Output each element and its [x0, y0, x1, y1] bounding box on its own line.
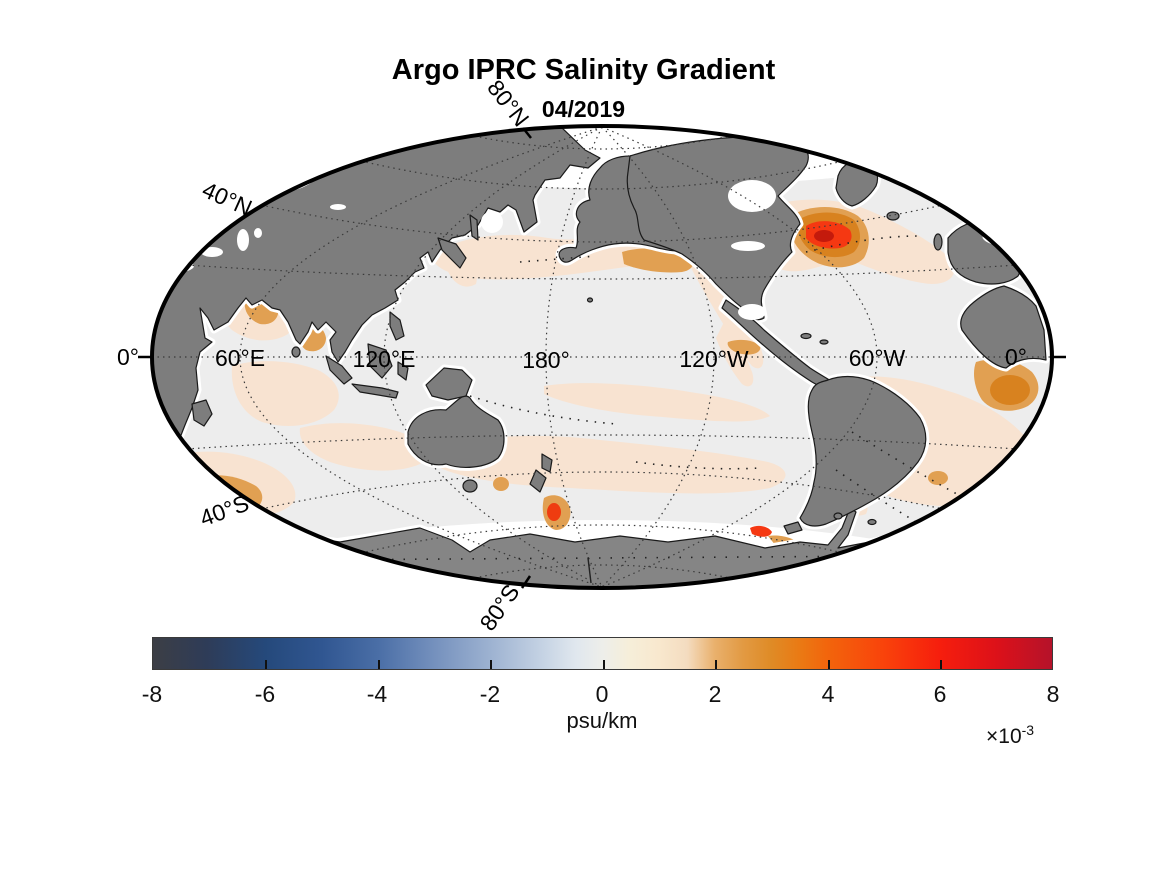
island-new-zealand-south	[529, 469, 547, 493]
island-philippines	[389, 311, 405, 341]
colorbar-tick-label: 4	[821, 681, 835, 707]
hudson-bay	[728, 180, 776, 212]
island-iceland	[886, 211, 900, 221]
island-sumatra	[325, 355, 353, 385]
colorbar-unit-label: psu/km	[566, 708, 638, 733]
lat-label-80s: 80°S	[474, 579, 524, 635]
island-java	[351, 383, 399, 399]
island-madagascar	[191, 399, 213, 427]
colorbar-tick-label: -6	[254, 681, 276, 707]
colorbar-tick	[940, 660, 942, 669]
island-caribbean	[800, 332, 812, 340]
colorbar-tick-labels: -8 -6 -4 -2 0 2 4 6 8	[0, 681, 1167, 707]
meridian-120w	[601, 126, 715, 588]
island-falkland	[833, 512, 843, 520]
lon-label-120w: 120°W	[679, 346, 749, 372]
lon-label-180: 180°	[522, 347, 570, 373]
colorbar-tick	[378, 660, 380, 669]
figure-subtitle: 04/2019	[541, 96, 626, 122]
tick-top	[522, 127, 532, 139]
colorbar-tick	[490, 660, 492, 669]
parallel-40s	[260, 471, 944, 510]
island-tasmania	[462, 479, 478, 493]
lat-label-40s: 40°S	[196, 490, 252, 532]
landmass-south-america	[799, 375, 927, 527]
colorbar-tick-label: 6	[933, 681, 947, 707]
island-sulawesi	[397, 361, 409, 381]
lat-label-0-right: 0°	[1005, 344, 1027, 370]
strong-positive-cores	[212, 212, 1030, 537]
island-hawaii	[586, 297, 594, 303]
lon-label-120e: 120°E	[353, 346, 416, 372]
lat-label-80n: 80°N	[482, 75, 534, 132]
landmass-new-guinea	[425, 367, 473, 401]
colorbar-tick-label: -2	[479, 681, 501, 707]
lon-label-60e: 60°E	[215, 345, 265, 371]
island-sakhalin	[469, 214, 479, 241]
landmass-west-africa	[960, 285, 1047, 369]
colorbar-tick-label: 0	[595, 681, 609, 707]
caspian-sea	[237, 229, 249, 251]
multiplier-base: ×10	[986, 725, 1022, 748]
float-speckles	[299, 235, 997, 584]
colorbar-tick	[828, 660, 830, 669]
lon-label-60w: 60°W	[849, 345, 906, 371]
graticule	[152, 126, 1052, 588]
lat-label-0-left: 0°	[117, 344, 139, 370]
island-tierra-del-fuego	[783, 521, 803, 535]
graticule-labels: 60°E 120°E 180° 120°W 60°W 0° 0° 80°N 40…	[117, 75, 1027, 636]
colorbar-multiplier: ×10-3	[986, 722, 1034, 749]
figure-title: Argo IPRC Salinity Gradient	[391, 54, 776, 86]
inland-seas	[152, 173, 1002, 320]
colorbar-tick	[603, 660, 605, 669]
tick-bottom	[520, 575, 532, 589]
island-sri-lanka	[291, 346, 301, 358]
edge-ticks	[138, 127, 1066, 589]
lat-label-40n: 40°N	[198, 176, 256, 221]
island-uk	[933, 233, 943, 251]
meridian-60w	[601, 126, 878, 588]
great-lakes	[731, 241, 765, 251]
island-south-georgia	[867, 518, 877, 526]
lake-baikal	[330, 204, 346, 210]
parallel-60n	[360, 160, 844, 190]
parallel-80s	[468, 564, 736, 580]
parallel-40n	[260, 204, 944, 243]
parallel-60s	[360, 524, 844, 554]
island-new-zealand-north	[541, 453, 553, 473]
island-caribbean2	[819, 339, 829, 345]
island-japan	[437, 237, 467, 269]
colorbar-tick	[265, 660, 267, 669]
landmass-australia	[407, 395, 505, 468]
colorbar-tick	[715, 660, 717, 669]
colorbar-tick-label: -8	[141, 681, 163, 707]
island-svalbard	[973, 190, 983, 198]
colorbar-tick-label: 8	[1046, 681, 1060, 707]
island-borneo	[367, 343, 393, 379]
colorbar-tick-label: -4	[366, 681, 388, 707]
colorbar-tick-label: 2	[708, 681, 722, 707]
sea-of-okhotsk	[481, 211, 503, 233]
gulf-of-mexico	[738, 304, 766, 320]
multiplier-exponent: -3	[1021, 722, 1035, 738]
parallel-80n	[468, 134, 736, 150]
aral-sea	[254, 228, 262, 238]
colorbar	[152, 637, 1053, 670]
